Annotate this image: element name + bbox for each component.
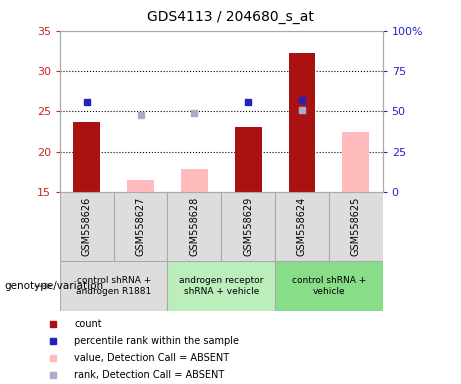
Bar: [221, 192, 275, 261]
Text: GSM558624: GSM558624: [297, 197, 307, 256]
Bar: [127, 180, 154, 192]
Text: GSM558627: GSM558627: [136, 197, 146, 256]
Bar: [289, 53, 315, 192]
Text: percentile rank within the sample: percentile rank within the sample: [74, 336, 239, 346]
Text: value, Detection Call = ABSENT: value, Detection Call = ABSENT: [74, 353, 229, 363]
Text: GSM558625: GSM558625: [351, 197, 361, 256]
Bar: [167, 192, 221, 261]
Bar: [329, 192, 383, 261]
Bar: [181, 169, 208, 192]
Text: GSM558626: GSM558626: [82, 197, 92, 256]
Bar: [342, 131, 369, 192]
Bar: [60, 192, 114, 261]
Text: GSM558628: GSM558628: [189, 197, 200, 256]
Bar: [73, 122, 100, 192]
Bar: [235, 127, 261, 192]
Text: control shRNA +
vehicle: control shRNA + vehicle: [292, 276, 366, 296]
Text: genotype/variation: genotype/variation: [5, 281, 104, 291]
Bar: [275, 192, 329, 261]
Text: GSM558629: GSM558629: [243, 197, 253, 256]
Bar: [275, 261, 383, 311]
Text: count: count: [74, 318, 102, 329]
Bar: [167, 261, 275, 311]
Bar: [60, 261, 167, 311]
Text: GDS4113 / 204680_s_at: GDS4113 / 204680_s_at: [147, 10, 314, 23]
Text: androgen receptor
shRNA + vehicle: androgen receptor shRNA + vehicle: [179, 276, 264, 296]
Text: rank, Detection Call = ABSENT: rank, Detection Call = ABSENT: [74, 370, 225, 381]
Bar: [114, 192, 167, 261]
Text: control shRNA +
androgen R1881: control shRNA + androgen R1881: [76, 276, 151, 296]
